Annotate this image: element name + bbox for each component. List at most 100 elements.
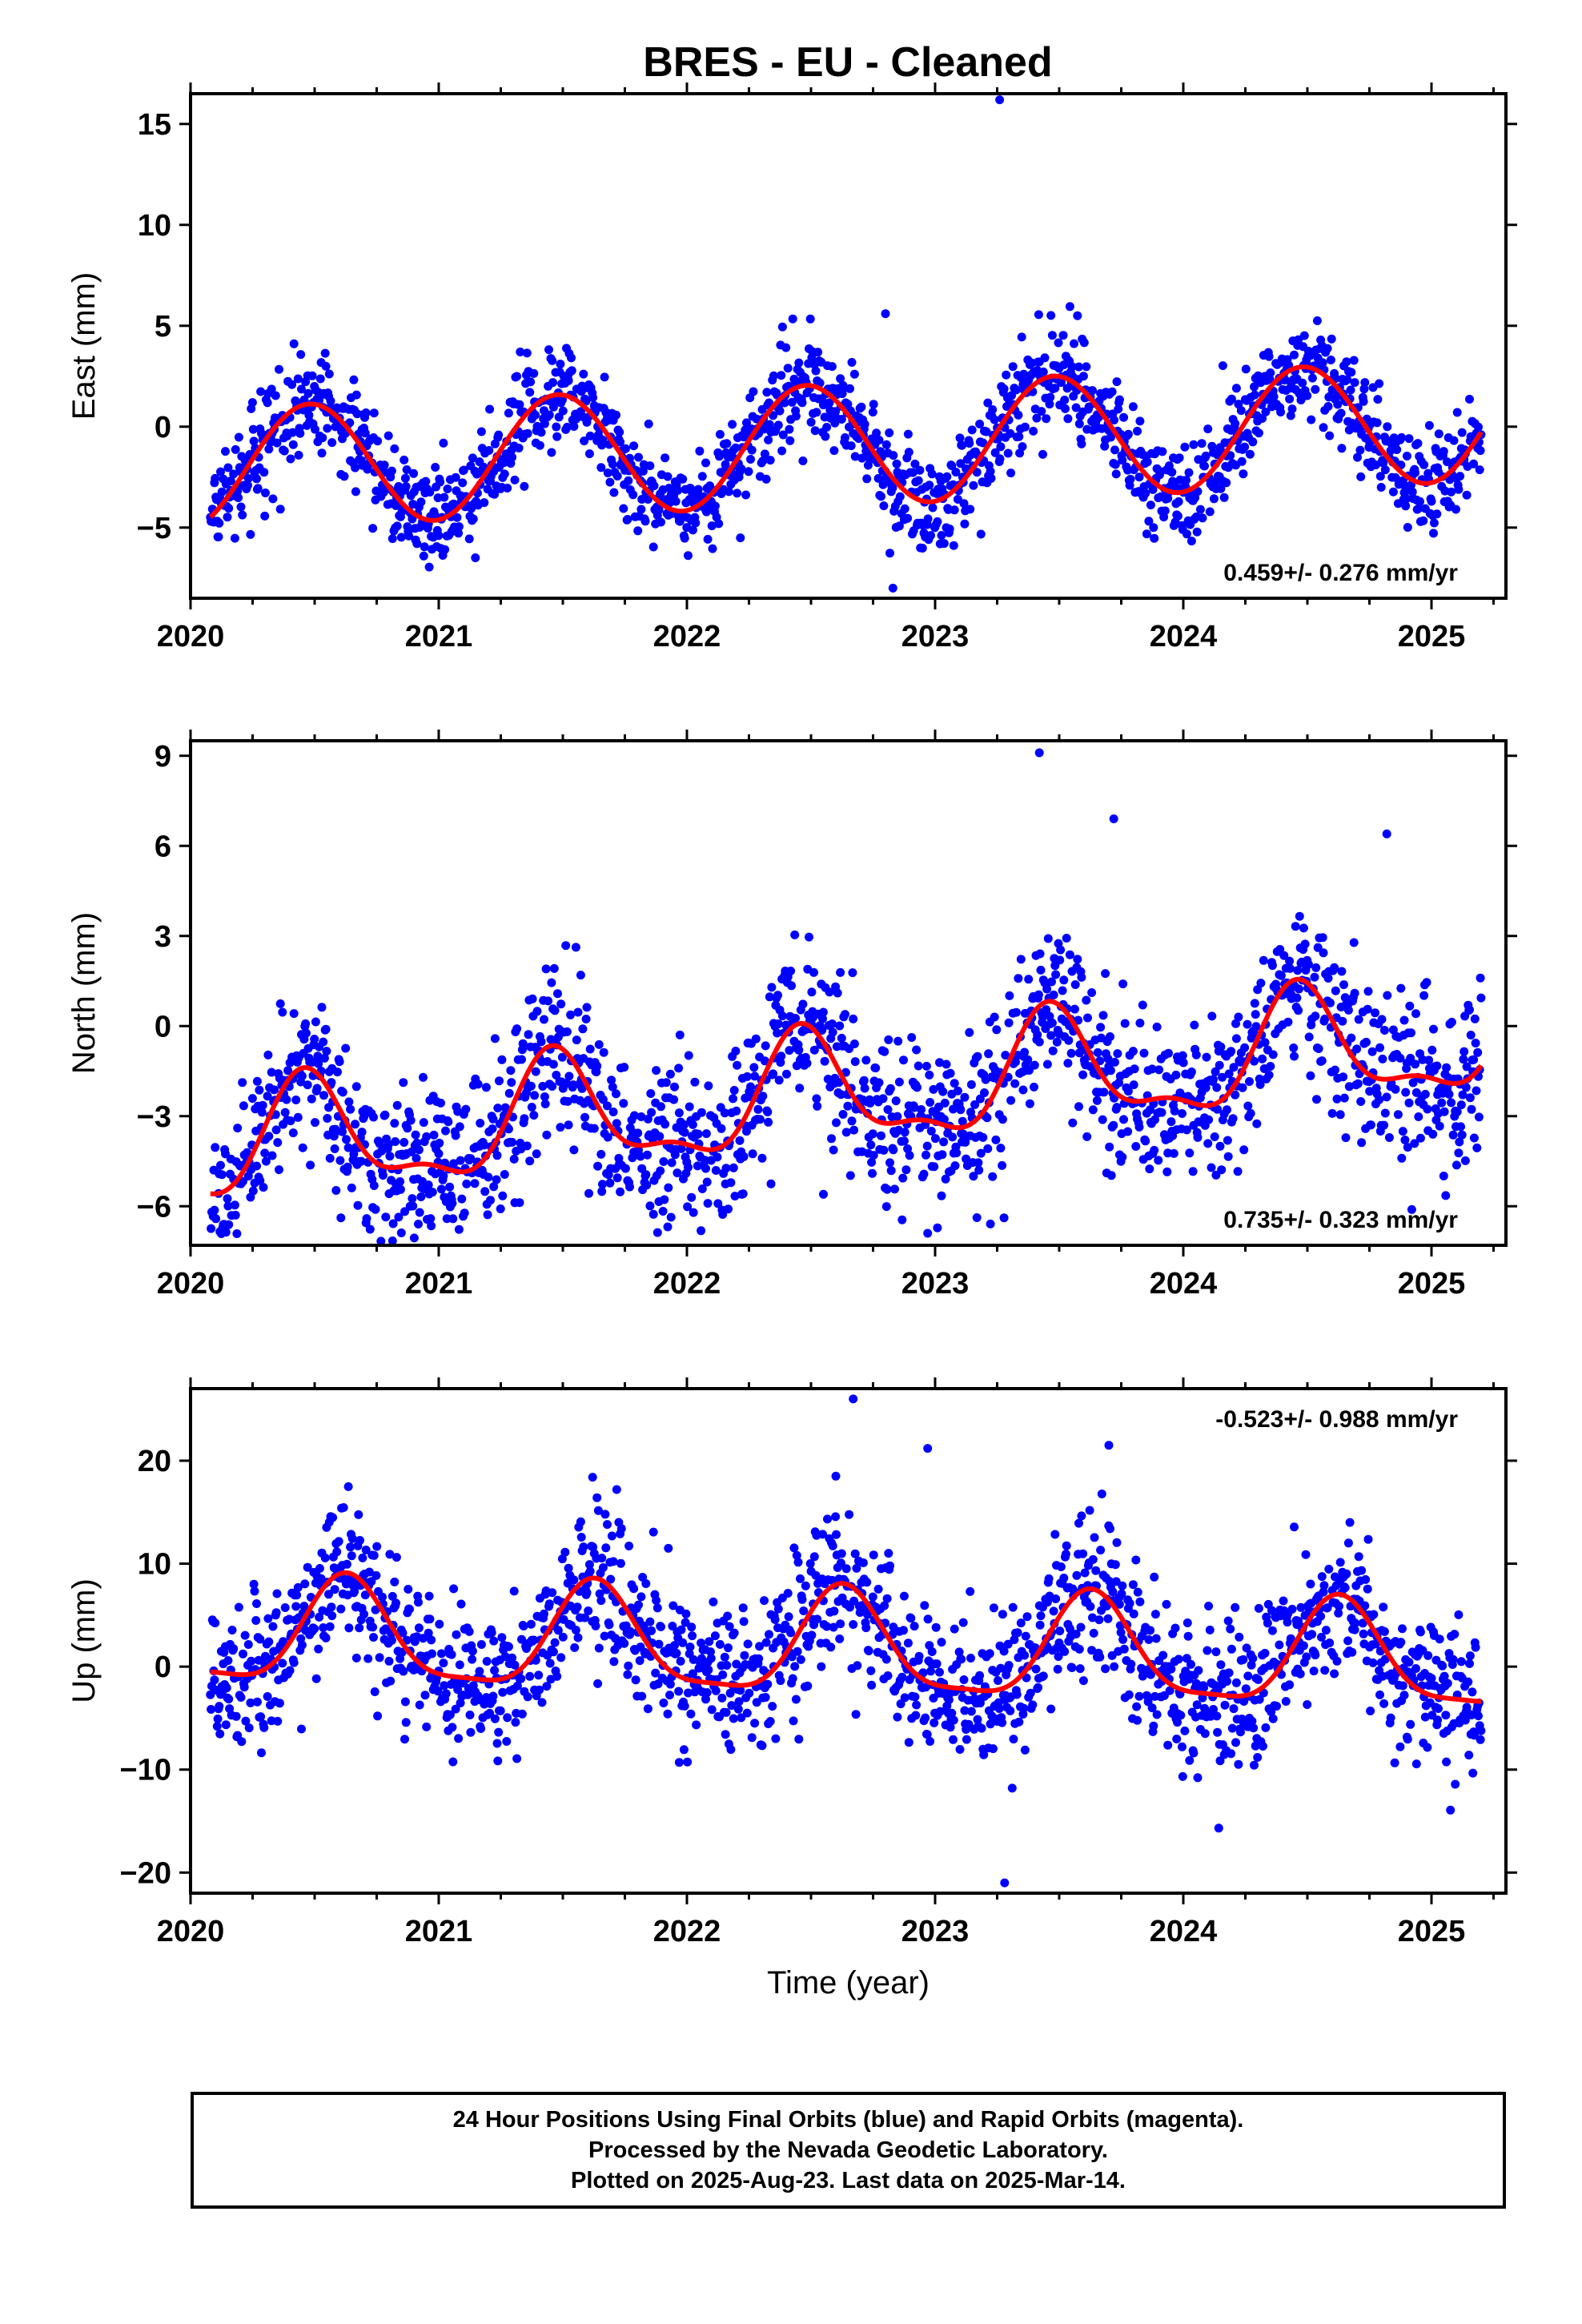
data-point [231, 1711, 241, 1721]
data-point [849, 1125, 859, 1135]
data-point [332, 1547, 342, 1557]
data-point [518, 1039, 528, 1048]
data-point [492, 1175, 501, 1184]
data-point [1229, 1063, 1239, 1072]
data-point [1452, 1107, 1462, 1116]
data-point [593, 1161, 603, 1171]
data-point [439, 1659, 448, 1668]
data-point [823, 1075, 833, 1084]
data-point [975, 420, 985, 428]
data-point [813, 1614, 822, 1624]
data-point [681, 1609, 691, 1618]
data-point [860, 1084, 869, 1093]
data-point [1205, 507, 1215, 517]
data-point [1283, 1618, 1292, 1627]
data-point [526, 377, 536, 387]
data-point [1047, 1018, 1057, 1027]
data-point [788, 1674, 797, 1683]
data-point [1299, 923, 1308, 933]
data-point [945, 525, 954, 533]
data-point [746, 1082, 755, 1092]
data-point [1429, 1024, 1438, 1034]
data-point [445, 1710, 455, 1719]
data-point [658, 1207, 668, 1216]
data-point [901, 1165, 911, 1175]
data-point [525, 1671, 535, 1681]
data-point [324, 369, 334, 379]
data-point [1059, 975, 1069, 985]
data-point [1375, 1043, 1384, 1052]
data-point [823, 1514, 832, 1524]
data-point [357, 1128, 367, 1137]
data-point [343, 1143, 353, 1152]
data-point [789, 1543, 799, 1553]
data-point [620, 1164, 630, 1173]
data-point [925, 1070, 934, 1080]
data-point [960, 1092, 970, 1102]
x-tick-label: 2020 [157, 1267, 225, 1301]
data-point [289, 1658, 299, 1667]
data-point [243, 480, 252, 490]
data-point [1238, 1083, 1247, 1092]
data-point [1429, 529, 1438, 538]
data-point [913, 476, 923, 485]
data-point [899, 1626, 908, 1635]
data-point [645, 1201, 655, 1211]
data-point [687, 1622, 697, 1632]
data-point [231, 444, 240, 454]
data-point [524, 1030, 533, 1039]
data-point [1010, 1079, 1020, 1088]
data-point [991, 1135, 1001, 1144]
data-point [624, 1661, 633, 1671]
data-point [414, 1623, 424, 1633]
data-point [636, 505, 646, 514]
data-point [230, 1200, 239, 1210]
data-point [669, 1095, 679, 1104]
data-point [1006, 1706, 1015, 1715]
data-point [726, 1178, 736, 1188]
data-point [434, 1149, 444, 1159]
data-point [1391, 1084, 1400, 1094]
data-point [1474, 422, 1483, 432]
data-point [958, 1116, 967, 1126]
data-point [1350, 378, 1359, 388]
data-point [1188, 1167, 1198, 1176]
data-point [723, 1611, 733, 1621]
data-point [409, 1233, 419, 1243]
data-point [1422, 978, 1431, 987]
data-point [1303, 959, 1313, 969]
data-point [259, 468, 269, 477]
data-point [1087, 1646, 1097, 1655]
data-point [1032, 413, 1042, 423]
data-point [1393, 1110, 1403, 1120]
data-point [920, 1601, 930, 1610]
data-point [252, 1599, 261, 1608]
data-point [516, 348, 525, 356]
data-point [849, 1039, 859, 1048]
data-point [385, 1550, 395, 1559]
data-point [554, 412, 564, 422]
data-point [238, 1078, 247, 1088]
data-point [623, 515, 632, 524]
data-point [679, 1120, 689, 1129]
data-point [535, 1685, 544, 1695]
data-point [234, 493, 243, 502]
data-point [536, 1037, 546, 1047]
data-point [684, 1163, 693, 1172]
data-point [805, 932, 813, 942]
data-point [656, 517, 665, 527]
data-point [515, 1198, 524, 1208]
data-point [1401, 1088, 1411, 1097]
data-point [244, 1723, 254, 1733]
data-point [1046, 1704, 1056, 1714]
data-point [1020, 1745, 1030, 1755]
data-point [930, 1134, 940, 1144]
data-point [585, 431, 595, 440]
data-point [1016, 1618, 1026, 1628]
data-point [1103, 1614, 1113, 1623]
data-point [994, 1704, 1004, 1713]
data-point [570, 1642, 580, 1652]
data-point [1311, 1011, 1320, 1021]
data-point [1119, 1644, 1129, 1654]
data-point [858, 1558, 868, 1567]
